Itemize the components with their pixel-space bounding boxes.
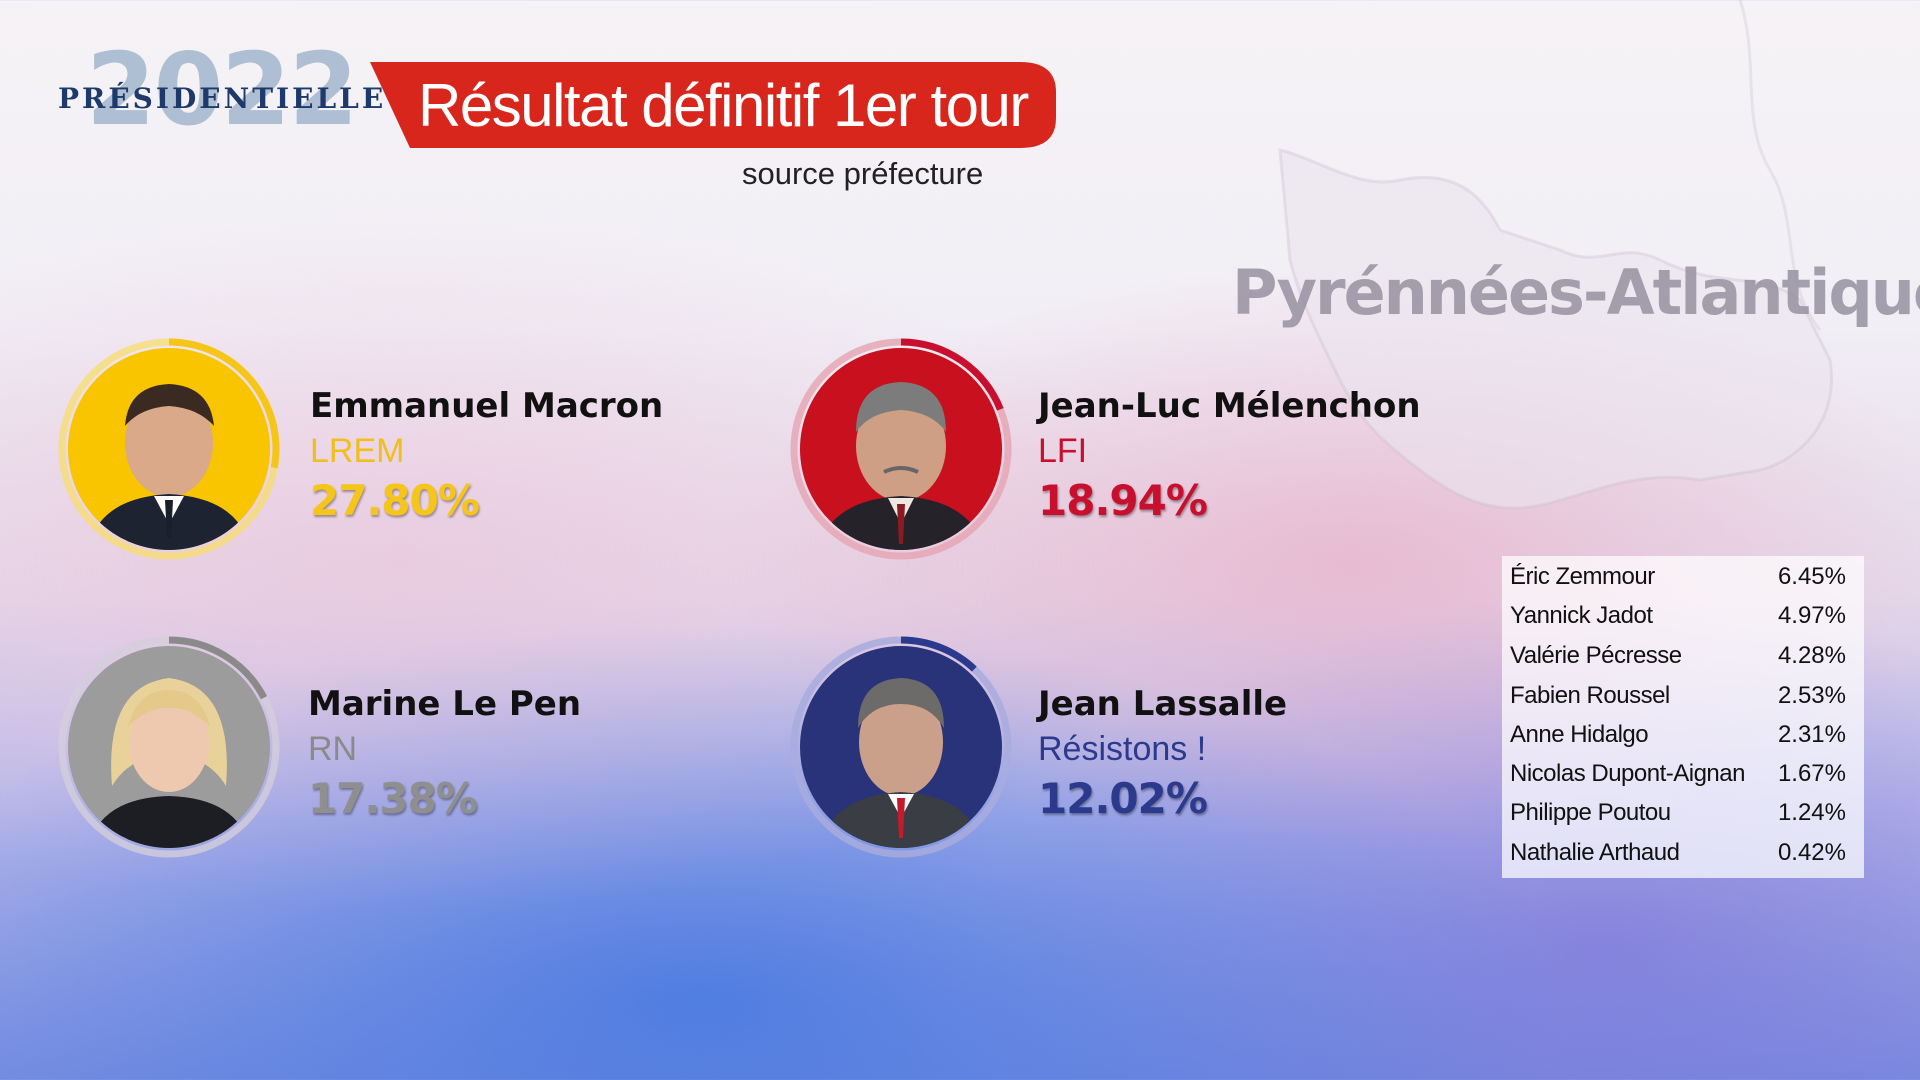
candidate-name: Marine Le Pen: [308, 684, 582, 724]
candidate-photo: [68, 348, 270, 550]
candidate-photo: [68, 646, 270, 848]
candidate-party: LREM: [310, 432, 405, 470]
person-silhouette-icon: [88, 384, 250, 550]
percentage-cell: 4.28%: [1777, 642, 1846, 669]
percentage-cell: 6.45%: [1777, 563, 1846, 590]
person-silhouette-icon: [820, 678, 982, 848]
vote-share-ring: [58, 338, 280, 560]
table-row: Nathalie Arthaud 0.42%: [1510, 834, 1856, 872]
candidate-card: [56, 634, 282, 870]
candidate-name: Jean-Luc Mélenchon: [1038, 386, 1421, 426]
vote-share-arc: [58, 636, 280, 858]
candidate-photo: [800, 348, 1002, 550]
candidate-name-cell: Nicolas Dupont-Aignan: [1510, 760, 1745, 787]
percentage-cell: 1.24%: [1777, 799, 1846, 826]
vote-share-arc: [790, 338, 1012, 560]
vote-share-ring: [58, 636, 280, 858]
candidate-name-cell: Fabien Roussel: [1510, 682, 1670, 709]
candidate-party: LFI: [1038, 432, 1088, 470]
table-row: Fabien Roussel 2.53%: [1510, 677, 1856, 715]
candidate-name: Emmanuel Macron: [310, 386, 664, 426]
candidate-name-cell: Éric Zemmour: [1510, 563, 1655, 590]
candidate-photo: [800, 646, 1002, 848]
candidate-percentage: 18.94%: [1038, 476, 1208, 525]
vote-share-arc: [58, 338, 280, 560]
candidate-name-cell: Valérie Pécresse: [1510, 642, 1682, 669]
candidate-name-cell: Anne Hidalgo: [1510, 721, 1649, 748]
candidate-card: [788, 336, 1014, 572]
table-row: Valérie Pécresse 4.28%: [1510, 637, 1856, 675]
percentage-cell: 2.53%: [1777, 682, 1846, 709]
candidate-name-cell: Yannick Jadot: [1510, 602, 1653, 629]
title-banner: [370, 62, 1056, 148]
percentage-cell: 4.97%: [1777, 602, 1846, 629]
vote-share-ring: [790, 636, 1012, 858]
percentage-cell: 0.42%: [1777, 839, 1846, 866]
candidate-party: Résistons !: [1038, 730, 1207, 768]
table-row: Anne Hidalgo 2.31%: [1510, 716, 1856, 754]
percentage-cell: 2.31%: [1777, 721, 1846, 748]
table-row: Philippe Poutou 1.24%: [1510, 794, 1856, 832]
vote-share-ring: [790, 338, 1012, 560]
year-watermark: 2022: [86, 31, 358, 148]
table-row: Yannick Jadot 4.97%: [1510, 597, 1856, 635]
banner-title: Résultat définitif 1er tour: [418, 72, 1029, 139]
candidate-card: [788, 634, 1014, 870]
other-candidates-table: Éric Zemmour 6.45% Yannick Jadot 4.97% Val…: [1502, 556, 1864, 878]
election-label: PRÉSIDENTIELLE: [58, 82, 387, 115]
vote-share-arc: [790, 636, 1012, 858]
candidate-name-cell: Philippe Poutou: [1510, 799, 1671, 826]
person-silhouette-icon: [88, 678, 250, 848]
candidate-percentage: 12.02%: [1038, 774, 1208, 823]
candidate-name: Jean Lassalle: [1038, 684, 1288, 724]
candidate-party: RN: [308, 730, 358, 768]
table-row: Éric Zemmour 6.45%: [1510, 558, 1856, 596]
candidate-percentage: 27.80%: [310, 476, 480, 525]
candidate-card: [56, 336, 282, 572]
table-row: Nicolas Dupont-Aignan 1.67%: [1510, 755, 1856, 793]
source-note: source préfecture: [742, 156, 984, 191]
region-title: Pyrénnées-Atlantiques: [1232, 256, 1920, 329]
candidate-name-cell: Nathalie Arthaud: [1510, 839, 1680, 866]
percentage-cell: 1.67%: [1777, 760, 1846, 787]
candidate-percentage: 17.38%: [308, 774, 478, 823]
person-silhouette-icon: [818, 382, 984, 550]
